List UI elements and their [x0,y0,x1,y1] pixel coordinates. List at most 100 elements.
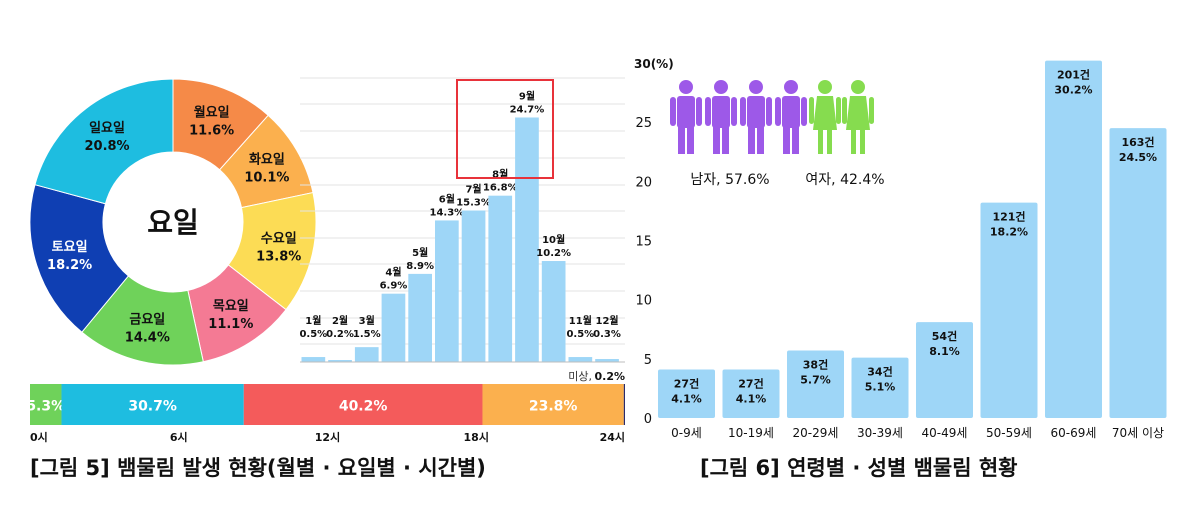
month-value-label: 6.9% [380,281,408,292]
month-bar [408,273,432,362]
male-label: 남자, 57.6% [690,172,769,188]
age-count-label: 54건 [932,329,957,343]
month-bar [328,360,352,362]
month-label: 9월 [519,90,535,102]
male-person-icon [740,80,772,154]
y-tick-label: 20 [635,175,652,190]
month-bar [568,357,593,362]
time-tick-label: 24시 [600,431,625,444]
donut-center-label: 요일 [147,206,199,239]
time-unknown-label: 미상, [568,370,592,383]
month-label: 10월 [542,234,565,246]
male-person-icon [775,80,807,154]
gender-legend: 남자, 57.6% 여자, 42.4% [670,80,885,188]
month-bar [541,261,566,362]
age-bar [1045,60,1102,419]
y-tick-label: 25 [635,116,652,131]
time-tick-label: 0시 [30,431,48,444]
age-bar [722,369,780,418]
age-bar [980,202,1038,418]
month-label: 12월 [595,315,618,327]
month-label: 1월 [305,315,321,327]
month-value-label: 10.2% [536,248,571,259]
age-count-label: 27건 [738,376,763,390]
time-segment [243,384,483,425]
month-value-label: 0.5% [566,329,594,340]
month-value-label: 0.3% [593,329,621,340]
month-label: 7월 [465,184,481,196]
donut-slice-label: 수요일 [261,231,297,246]
age-category-label: 70세 이상 [1112,426,1164,440]
age-pct-label: 8.1% [929,345,960,358]
age-pct-label: 5.7% [800,374,831,387]
donut-slice-value: 20.8% [84,139,129,154]
time-segment-label: 30.7% [128,399,177,415]
month-value-label: 1.5% [353,329,381,340]
month-value-label: 24.7% [510,104,545,115]
y-axis-unit: 30(%) [634,57,674,71]
male-person-icon [670,80,702,154]
month-label: 11월 [569,315,592,327]
age-bar [916,322,973,418]
age-count-label: 38건 [803,358,828,372]
figure-5-caption: [그림 5] 뱀물림 발생 현황(월별 · 요일별 · 시간별) [30,456,486,480]
donut-slice-label: 일요일 [89,121,125,136]
time-segment-label: 23.8% [529,399,578,415]
age-pct-label: 24.5% [1119,151,1157,164]
figure-6-caption: [그림 6] 연령별 · 성별 뱀물림 현황 [700,456,1018,480]
age-pct-label: 18.2% [990,226,1028,239]
month-label: 2월 [332,315,348,327]
age-count-label: 201건 [1057,68,1090,82]
age-count-label: 27건 [674,376,699,390]
age-category-label: 30-39세 [857,426,903,440]
age-bar [851,357,909,418]
month-value-label: 0.2% [326,329,354,340]
age-category-label: 20-29세 [793,426,839,440]
time-tick-label: 18시 [464,431,489,444]
donut-slice [34,78,174,205]
time-of-day-bar: 5.3% 30.7% 40.2% 23.8% 0시 6시 12시 18시 24시 미상, 0.2% [26,370,625,444]
month-bar [381,293,406,362]
time-tick-label: 6시 [170,431,188,444]
donut-slice-value: 14.4% [125,330,170,345]
donut-slice-label: 화요일 [249,152,285,168]
month-value-label: 16.8% [483,183,518,194]
time-unknown-value: 0.2% [594,370,625,383]
age-bar [658,369,715,418]
time-segment [61,384,244,425]
y-tick-label: 10 [635,294,652,309]
age-bar [1109,128,1167,419]
time-segment [482,384,624,425]
month-value-label: 8.9% [406,261,434,272]
month-bar [301,357,326,362]
age-category-label: 60-69세 [1051,426,1097,440]
age-pct-label: 30.2% [1054,84,1092,97]
time-segment [623,384,625,425]
age-pct-label: 5.1% [865,381,896,394]
y-tick-label: 15 [635,235,652,250]
age-bar [787,350,844,418]
donut-slice-value: 10.1% [244,171,289,186]
donut-slice-label: 토요일 [52,240,88,255]
age-pct-label: 4.1% [671,392,702,405]
donut-slice-label: 월요일 [194,105,230,121]
y-tick-label: 0 [644,412,652,427]
time-tick-label: 12시 [315,431,340,444]
age-bar-chart: 30(%) 25 20 15 10 5 0 27건 4.1% 0-9세 27건 4.1% 10-19세 3… [634,57,1167,440]
donut-slice [29,184,130,333]
age-category-label: 50-59세 [986,426,1032,440]
male-person-icon [705,80,737,154]
month-bar [515,117,539,362]
month-bar-chart: 1월0.5%2월0.2%3월1.5%4월6.9%5월8.9%6월14.3%7월1… [299,77,625,363]
month-value-label: 0.5% [299,329,327,340]
age-count-label: 34건 [867,365,892,379]
month-label: 6월 [439,193,455,205]
month-bar [435,220,459,362]
female-label: 여자, 42.4% [805,172,884,188]
month-bar [461,210,486,362]
age-category-label: 0-9세 [671,426,702,440]
age-category-label: 40-49세 [922,426,968,440]
donut-slice-value: 11.6% [189,124,234,139]
female-person-icon [809,80,841,154]
